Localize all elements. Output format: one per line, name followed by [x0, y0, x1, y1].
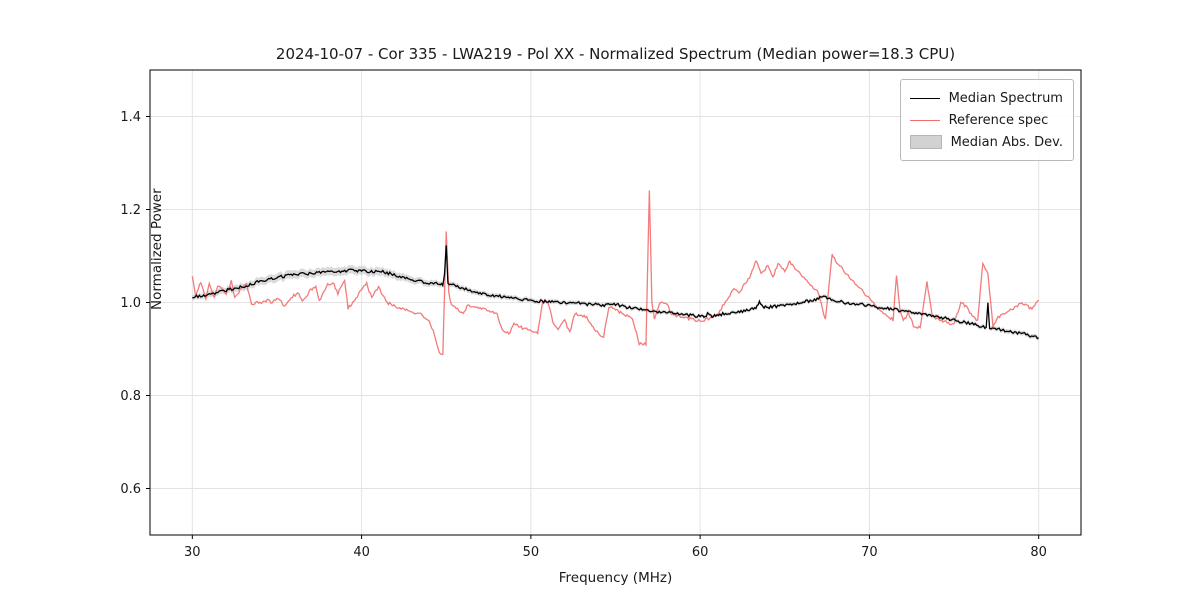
y-tick-label: 0.6: [120, 482, 141, 497]
x-axis-label: Frequency (MHz): [558, 570, 673, 586]
x-tick-label: 60: [692, 545, 709, 560]
median-spectrum-line: [192, 245, 1039, 340]
x-tick-label: 30: [184, 545, 201, 560]
y-tick-label: 1.2: [120, 203, 141, 218]
chart-title: 2024-10-07 - Cor 335 - LWA219 - Pol XX -…: [275, 45, 956, 63]
legend-label: Median Abs. Dev.: [950, 134, 1063, 150]
x-tick-label: 50: [523, 545, 540, 560]
legend-item-reference-spec: Reference spec: [909, 109, 1063, 131]
x-tick-label: 70: [861, 545, 878, 560]
median-line-swatch-icon: [909, 97, 940, 99]
y-tick-label: 1.0: [120, 296, 141, 311]
legend-item-median-abs-dev: Median Abs. Dev.: [909, 131, 1063, 153]
y-tick-label: 1.4: [120, 110, 141, 125]
legend-item-median-spectrum: Median Spectrum: [909, 87, 1063, 109]
mad-band: [192, 242, 1039, 341]
mad-band-swatch-icon: [909, 135, 942, 149]
legend: Median Spectrum Reference spec Median Ab…: [899, 79, 1074, 161]
x-tick-label: 80: [1030, 545, 1047, 560]
y-axis-label: Normalized Power: [148, 188, 165, 310]
reference-spec-line: [191, 190, 1040, 356]
reference-line-swatch-icon: [909, 119, 940, 121]
y-tick-label: 0.8: [120, 389, 141, 404]
x-tick-label: 40: [353, 545, 370, 560]
legend-label: Median Spectrum: [948, 90, 1063, 106]
legend-label: Reference spec: [948, 112, 1049, 128]
